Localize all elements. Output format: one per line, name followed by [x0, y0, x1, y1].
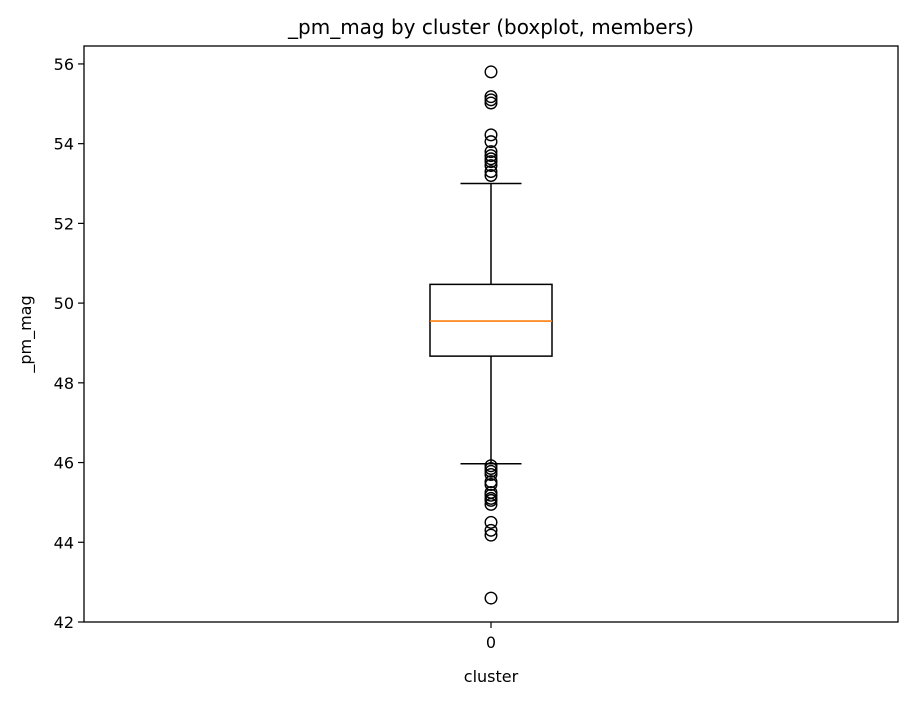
outlier-point: [484, 488, 498, 502]
outlier-point: [484, 155, 498, 169]
outlier-point: [484, 149, 498, 163]
y-tick-label: 48: [54, 374, 74, 393]
outlier-point: [484, 96, 498, 110]
outlier-point: [484, 523, 498, 537]
y-tick-label: 54: [54, 135, 74, 154]
outlier-point: [484, 477, 498, 491]
y-axis-label: _pm_mag: [16, 295, 36, 373]
outlier-point: [484, 159, 498, 173]
outlier-point: [484, 128, 498, 142]
y-tick-label: 44: [54, 533, 74, 552]
outlier-point: [484, 493, 498, 507]
outlier-point: [484, 93, 498, 107]
outlier-point: [484, 528, 498, 542]
outlier-point: [484, 169, 498, 183]
plot-area: [429, 65, 553, 605]
outlier-point: [484, 165, 498, 179]
x-axis: 0: [486, 622, 496, 652]
outlier-point: [484, 464, 498, 478]
y-tick-label: 42: [54, 613, 74, 632]
x-axis-label: cluster: [464, 667, 519, 686]
y-tick-label: 56: [54, 55, 74, 74]
y-tick-label: 50: [54, 294, 74, 313]
outlier-point: [484, 90, 498, 104]
outlier-point: [484, 468, 498, 482]
outlier-point: [484, 65, 498, 79]
box-group: [429, 65, 553, 605]
y-axis: 42 44 46 48 50 52 54 56: [54, 55, 84, 632]
chart-title: _pm_mag by cluster (boxplot, members): [287, 15, 694, 39]
y-tick-label: 46: [54, 454, 74, 473]
outlier-point: [484, 515, 498, 529]
outlier-point: [484, 591, 498, 605]
y-tick-label: 52: [54, 214, 74, 233]
x-tick-label: 0: [486, 633, 496, 652]
outlier-point: [484, 145, 498, 159]
outlier-point: [484, 497, 498, 511]
outlier-point: [484, 135, 498, 149]
